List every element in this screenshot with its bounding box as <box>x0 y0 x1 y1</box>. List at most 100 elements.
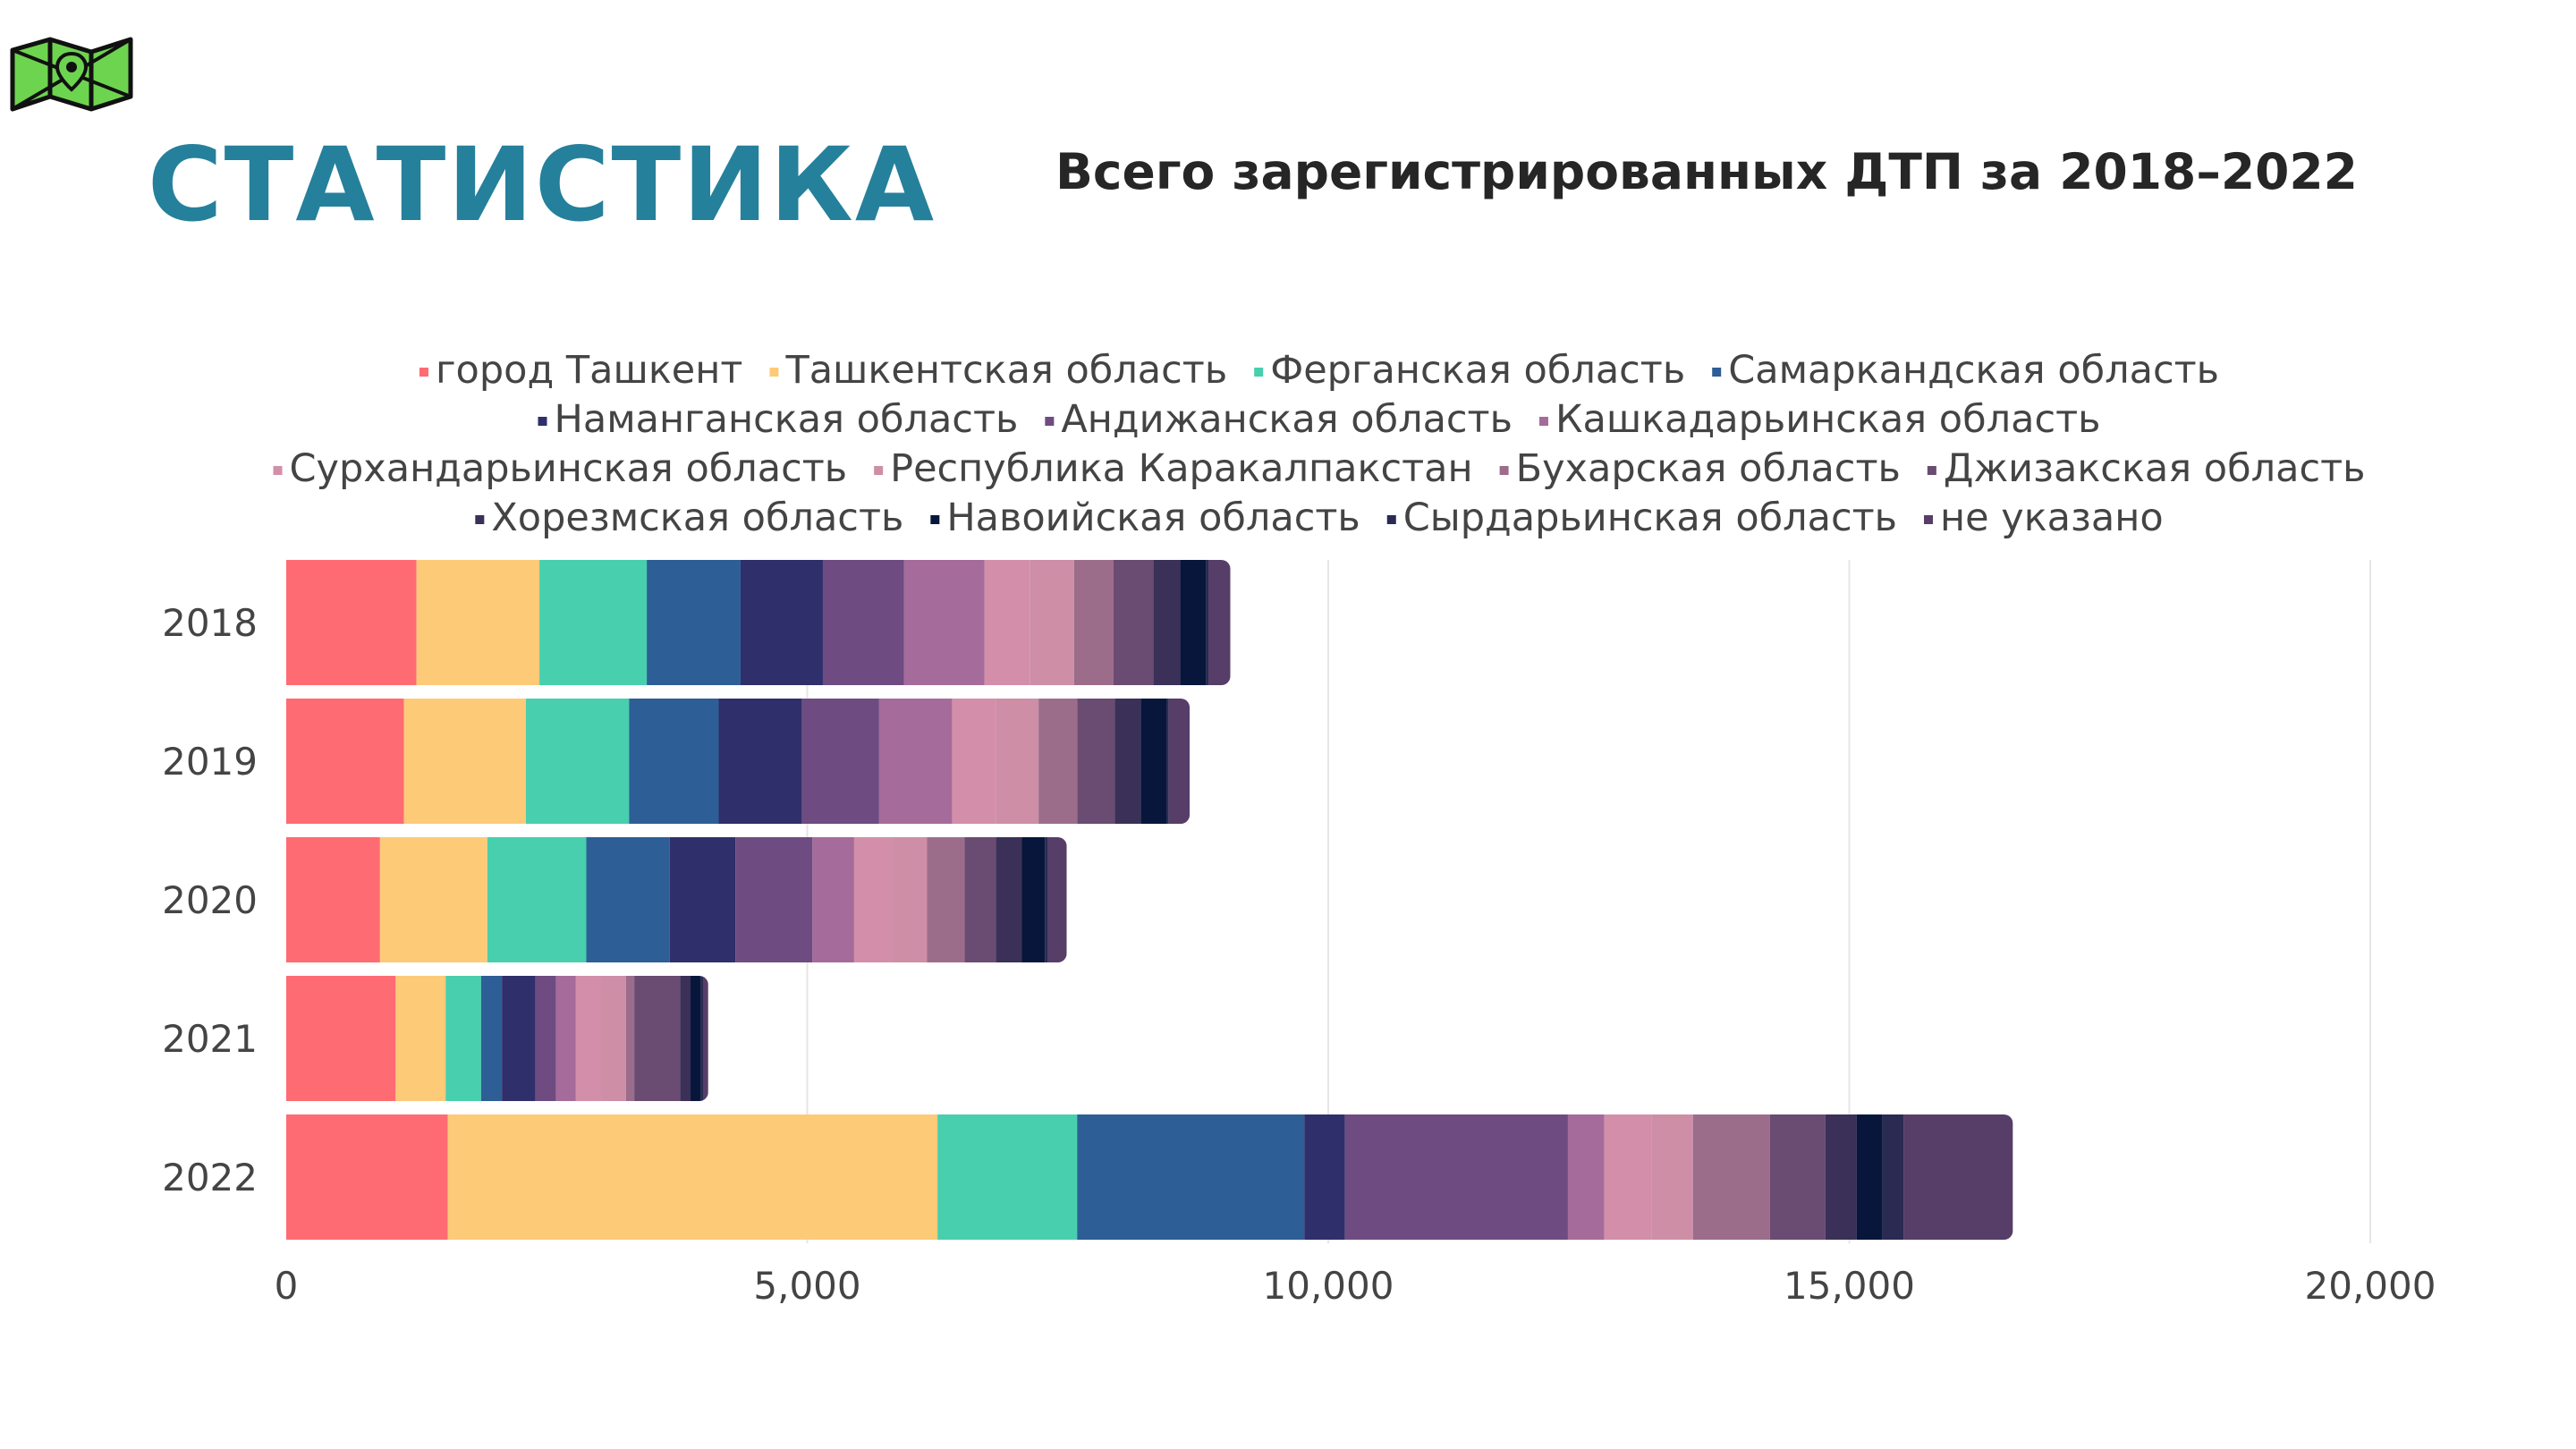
bar-segment <box>1077 699 1115 824</box>
bar-segment <box>1073 560 1114 685</box>
bar-segment <box>1045 837 1048 962</box>
bar-segment <box>647 560 741 685</box>
chart-legend: город Ташкент Ташкентская область Ферганск… <box>273 348 2366 540</box>
bar-segment <box>878 699 953 824</box>
legend-swatch <box>769 368 779 377</box>
legend-label: Наманганская область <box>555 397 1019 442</box>
bar-segment <box>927 837 965 962</box>
legend-label: Самаркандская область <box>1728 348 2219 393</box>
x-tick-label: 0 <box>275 1264 299 1308</box>
bar-segment <box>669 837 736 962</box>
legend-swatch <box>273 466 283 475</box>
legend-item: не указано <box>1924 496 2164 540</box>
bar-segment <box>812 837 854 962</box>
legend-swatch <box>538 417 547 426</box>
bar-segment <box>1047 837 1067 962</box>
bar-segment <box>286 976 396 1101</box>
bar-segment <box>937 1114 1078 1240</box>
x-axis-labels: 0 5,000 10,000 15,000 20,000 <box>275 1264 2436 1308</box>
legend-swatch <box>1538 417 1548 426</box>
bar-segment <box>984 560 1030 685</box>
legend-item: Самаркандская область <box>1712 348 2219 393</box>
bar-segment <box>1903 1114 2013 1240</box>
legend-label: Кашкадарьинская область <box>1555 397 2101 442</box>
bar-segment <box>1030 560 1074 685</box>
y-tick-label: 2018 <box>162 601 258 645</box>
bar-segment <box>801 699 879 824</box>
chart-title: Всего зарегистрированных ДТП за 2018–202… <box>1055 143 2358 200</box>
bar-segment <box>718 699 802 824</box>
legend-swatch <box>874 466 884 475</box>
bar-segment <box>952 699 996 824</box>
legend-label: Ташкентская область <box>784 348 1227 393</box>
bar-segment <box>700 976 703 1101</box>
legend-item: Кашкадарьинская область <box>1538 397 2101 442</box>
legend-label: Сурхандарьинская область <box>290 446 848 491</box>
y-axis-labels: 2018 2019 2020 2021 2022 <box>162 601 258 1199</box>
bar-segment <box>996 837 1022 962</box>
bar-segment <box>903 560 985 685</box>
bar-segment <box>1206 560 1209 685</box>
bar-segment <box>691 976 701 1101</box>
legend-swatch <box>475 515 485 524</box>
bar-segment <box>634 976 681 1101</box>
legend-item: Наманганская область <box>538 397 1019 442</box>
bar-segment <box>1825 1114 1857 1240</box>
legend-item: город Ташкент <box>419 348 742 393</box>
x-tick-label: 20,000 <box>2305 1264 2436 1308</box>
bar-segment <box>586 837 670 962</box>
bar-segment <box>853 837 894 962</box>
legend-item: Сурхандарьинская область <box>273 446 848 491</box>
bar-segment <box>286 560 417 685</box>
bar-segment <box>1567 1114 1605 1240</box>
bar-segment <box>996 699 1039 824</box>
bar-segment <box>480 976 503 1101</box>
legend-swatch <box>1924 515 1934 524</box>
legend-label: Навоийская область <box>946 496 1360 540</box>
x-tick-label: 15,000 <box>1784 1264 1915 1308</box>
bar-segment <box>1168 699 1191 824</box>
bar-segment <box>1651 1114 1693 1240</box>
bar-segment <box>502 976 536 1101</box>
bar-group-2022 <box>286 1114 2013 1240</box>
bar-segment <box>447 1114 938 1240</box>
bar-segment <box>416 560 540 685</box>
bar-segment <box>1114 560 1154 685</box>
bar-segment <box>964 837 996 962</box>
legend-label: Джизакская область <box>1944 446 2366 491</box>
page-title: СТАТИСТИКА <box>148 125 936 244</box>
legend-item: Ферганская область <box>1254 348 1685 393</box>
legend-item: Республика Каракалпакстан <box>874 446 1473 491</box>
bar-segment <box>395 976 446 1101</box>
bar-segment <box>822 560 904 685</box>
legend-item: Сырдарьинская область <box>1386 496 1897 540</box>
bar-group-2020 <box>286 837 1067 962</box>
bar-segment <box>286 699 404 824</box>
legend-label: Ферганская область <box>1270 348 1685 393</box>
bar-segment <box>1077 1114 1305 1240</box>
legend-item: Андижанская область <box>1045 397 1513 442</box>
legend-item: Джизакская область <box>1927 446 2366 491</box>
bar-segment <box>601 976 626 1101</box>
x-tick-label: 5,000 <box>753 1264 860 1308</box>
bar-segment <box>1856 1114 1883 1240</box>
bar-segment <box>1153 560 1181 685</box>
bar-segment <box>555 976 576 1101</box>
chart-bars <box>286 560 2013 1240</box>
legend-label: Хорезмская область <box>491 496 903 540</box>
bar-segment <box>575 976 602 1101</box>
y-tick-label: 2021 <box>162 1017 258 1061</box>
legend-label: не указано <box>1940 496 2164 540</box>
bar-segment <box>1140 699 1167 824</box>
bar-segment <box>1304 1114 1345 1240</box>
bar-segment <box>893 837 928 962</box>
bar-segment <box>379 837 487 962</box>
y-tick-label: 2020 <box>162 878 258 922</box>
bar-segment <box>1208 560 1231 685</box>
legend-item: Ташкентская область <box>769 348 1227 393</box>
bar-segment <box>1692 1114 1770 1240</box>
legend-label: Андижанская область <box>1061 397 1513 442</box>
legend-swatch <box>1499 466 1509 475</box>
bar-segment <box>740 560 823 685</box>
